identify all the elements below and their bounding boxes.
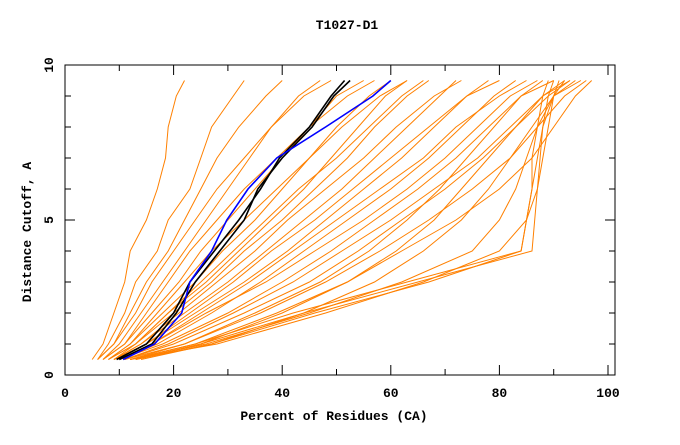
model-curve (135, 80, 555, 360)
model-curve (135, 80, 582, 360)
model-curve (119, 80, 538, 360)
y-axis-label: Distance Cutoff, A (20, 162, 35, 303)
model-curve (97, 80, 245, 360)
model-curve (119, 80, 527, 360)
series-group (91, 79, 593, 361)
ticks-group (64, 64, 615, 376)
y-tick-label: 5 (42, 216, 57, 224)
x-tick-label: 80 (492, 386, 508, 401)
x-tick-label: 100 (596, 386, 620, 401)
model-curve (108, 80, 392, 360)
model-curve (113, 80, 462, 360)
model-curve (113, 80, 500, 360)
highlight-curve-black (118, 79, 351, 361)
model-curve (113, 80, 489, 360)
model-curve (97, 80, 283, 360)
x-tick-label: 0 (61, 386, 69, 401)
model-curve (119, 80, 516, 360)
model-curve (97, 80, 332, 360)
model-curve (140, 80, 560, 360)
model-curve (135, 80, 571, 360)
model-curve (108, 80, 430, 360)
model-curve (130, 80, 593, 360)
x-tick-label: 20 (166, 386, 182, 401)
x-tick-label: 40 (274, 386, 290, 401)
model-curve (124, 80, 571, 360)
model-curve (91, 80, 185, 360)
tick-labels: 0 20 40 60 80 100 0 5 10 (42, 57, 620, 401)
model-curve (119, 80, 544, 360)
x-tick-label: 60 (383, 386, 399, 401)
model-curve (108, 80, 408, 360)
y-tick-label: 0 (42, 371, 57, 379)
highlight-curve-blue (122, 79, 392, 361)
model-curve (102, 80, 375, 360)
x-axis-label: Percent of Residues (CA) (240, 409, 427, 424)
y-tick-label: 10 (42, 57, 57, 73)
model-curve (113, 80, 457, 360)
chart-title: T1027-D1 (316, 18, 379, 33)
highlight-curve-black (116, 79, 346, 361)
model-curve (124, 80, 565, 360)
model-curve (130, 80, 554, 360)
model-curve (130, 80, 576, 360)
model-curve (102, 80, 321, 360)
